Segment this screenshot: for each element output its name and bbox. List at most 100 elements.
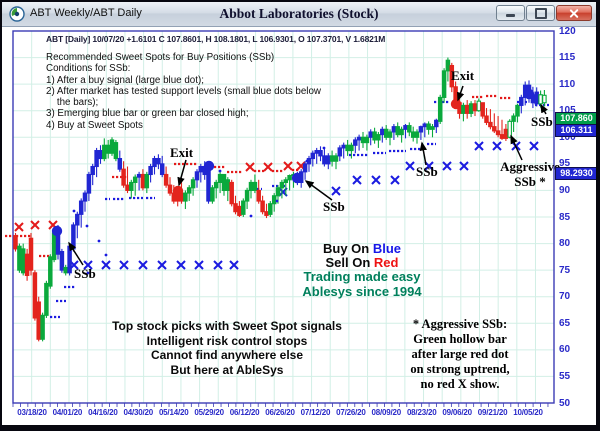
support-test-dot (275, 199, 279, 203)
candle-body (391, 126, 397, 133)
blue-x-mark (101, 260, 111, 270)
candle-body (32, 272, 38, 319)
candle-body (422, 123, 428, 128)
ssb-signal-label: SSb (416, 164, 438, 179)
buy-signal-dot (291, 172, 303, 184)
close-icon (569, 8, 579, 18)
annotation-arrow (304, 180, 333, 201)
minimize-icon (506, 14, 515, 17)
candle-body (395, 126, 400, 136)
date-axis-label: 04/01/20 (52, 408, 83, 417)
candle-body (268, 203, 273, 215)
candle-body (159, 163, 165, 176)
candle-body (248, 181, 254, 191)
price-tag: 106.311 (555, 123, 596, 137)
window-controls (496, 5, 592, 21)
price-axis-label: 50 (559, 397, 571, 409)
candle-body (283, 179, 289, 184)
sell-signal-dot (172, 185, 184, 197)
candle-body (341, 144, 346, 149)
chart-area: ABT [Daily] 10/07/20 +1.6101 C 107.8601,… (2, 26, 596, 425)
restore-button[interactable] (526, 5, 555, 21)
candle-body (418, 126, 424, 133)
candle-body (519, 96, 524, 106)
blue-x-mark (213, 260, 223, 270)
price-axis-label: 55 (559, 370, 571, 382)
annotation-arrow (540, 103, 548, 115)
price-axis-label: 95 (559, 158, 571, 170)
candle-body (472, 103, 478, 112)
candle-body (507, 120, 512, 138)
candle-body (372, 131, 377, 141)
annotation-arrow (419, 141, 428, 166)
close-button[interactable] (556, 5, 592, 21)
candle-body (17, 245, 22, 271)
price-axis-label: 75 (559, 264, 571, 276)
candle-body (326, 155, 331, 165)
aggressive-ssb-note: * Aggressive SSb: Green hollow bar after l… (405, 317, 515, 392)
candle-body (241, 200, 246, 215)
candle-body (148, 165, 153, 176)
buy-sell-note: Buy On Blue Sell On Red Trading made eas… (292, 241, 432, 299)
blue-x-mark (157, 260, 167, 270)
candle-body (434, 119, 439, 128)
candle-body (20, 248, 26, 274)
ssb-signal-label: SSb (531, 114, 553, 129)
candle-body (98, 150, 103, 160)
candle-body (90, 165, 95, 176)
tagline-1: Trading made easy (303, 269, 421, 285)
date-axis-label: 06/26/20 (265, 408, 295, 417)
candle-body (129, 181, 134, 191)
candle-body (194, 171, 200, 181)
candle-body (28, 237, 34, 271)
candle-body (63, 266, 68, 274)
minimize-button[interactable] (496, 5, 525, 21)
candle-body (430, 126, 435, 130)
price-axis-label: 80 (559, 238, 571, 250)
price-axis-label: 90 (559, 184, 571, 196)
candle-body (441, 70, 447, 98)
candle-body (190, 179, 196, 189)
date-axis-label: 08/23/20 (406, 408, 437, 417)
quote-info-line: ABT [Daily] 10/07/20 +1.6101 C 107.8601,… (46, 34, 386, 44)
price-axis-label: 105 (559, 105, 576, 117)
candle-body (407, 125, 412, 133)
text-line: * Aggressive SSb: (412, 317, 508, 331)
date-axis-label: 04/16/20 (88, 408, 118, 417)
support-test-dot (97, 239, 101, 243)
exit-signal-label: Exit (170, 145, 194, 160)
candle-body (399, 128, 404, 136)
text-line: Recommended Sweet Spots for Buy Position… (46, 52, 275, 63)
blue-x-mark (194, 260, 204, 270)
candle-body (380, 128, 385, 136)
text-line: on strong uptrend, (410, 362, 510, 376)
candle-body (260, 200, 265, 213)
candle-body (287, 174, 292, 181)
candle-body (542, 94, 547, 104)
candle-body (449, 64, 455, 88)
text-line: Conditions for SSb: (46, 63, 131, 75)
candle-body (271, 195, 277, 205)
candle-body (183, 192, 188, 202)
candle-body (256, 189, 261, 202)
candle-body (132, 176, 138, 184)
candle-body (360, 136, 366, 144)
candle-body (264, 211, 269, 216)
candle-body (468, 103, 474, 114)
candle-body (51, 232, 57, 261)
exit-signal-label: Exit (451, 68, 475, 83)
candle-body (345, 144, 350, 152)
date-axis-label: 09/06/20 (442, 408, 472, 417)
price-tag: 98.2930 (555, 167, 596, 180)
candle-body (125, 184, 130, 191)
price-axis-label: 65 (559, 317, 571, 329)
price-axis-label: 115 (559, 52, 576, 64)
candle-body (302, 163, 308, 173)
candle-body (279, 181, 285, 189)
red-x-mark (48, 220, 58, 230)
text-line: Intelligent risk control stops (146, 333, 308, 348)
candle-body (156, 157, 161, 165)
window-title-center: Abbot Laboratories (Stock) (219, 6, 379, 21)
titlebar: ABT Weekly/ABT Daily Abbot Laboratories … (2, 2, 596, 27)
